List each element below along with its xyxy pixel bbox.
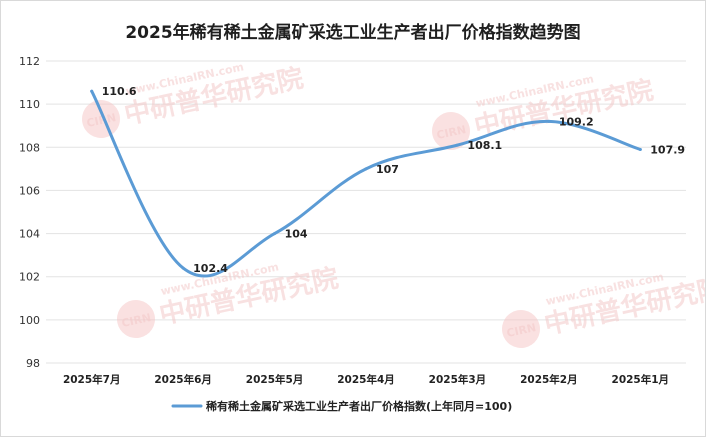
y-tick-label: 100 [19, 314, 40, 327]
data-labels: 110.6 102.4 104 107 108.1 109.2 107.9 [102, 85, 685, 275]
y-tick-label: 104 [19, 228, 40, 241]
data-label: 109.2 [559, 115, 594, 128]
data-label: 110.6 [102, 85, 137, 98]
y-tick-label: 98 [26, 357, 40, 370]
y-tick-label: 108 [19, 141, 40, 154]
data-point [90, 89, 94, 93]
series-layer [90, 89, 642, 278]
watermark-logo-icon [117, 300, 155, 338]
data-label: 104 [285, 228, 308, 241]
legend-label: 稀有稀土金属矿采选工业生产者出厂价格指数(上年同月=100) [206, 399, 512, 413]
y-tick-label: 106 [19, 184, 40, 197]
y-tick-label: 112 [19, 55, 40, 68]
x-tick-label: 2025年6月 [154, 373, 212, 386]
x-tick-label: 2025年4月 [337, 373, 395, 386]
data-label: 107 [376, 163, 399, 176]
x-tick-label: 2025年1月 [612, 373, 670, 386]
data-label: 108.1 [467, 139, 502, 152]
watermark-logo-text: CIRN [85, 111, 117, 130]
data-label: 102.4 [193, 262, 228, 275]
y-tick-label: 102 [19, 271, 40, 284]
x-tick-label: 2025年7月 [63, 373, 121, 386]
data-point [638, 147, 642, 151]
chart-title: 2025年稀有稀土金属矿采选工业生产者出厂价格指数趋势图 [125, 22, 580, 43]
watermark-logo-icon [82, 100, 120, 138]
data-point [364, 167, 368, 171]
x-axis-ticks: 2025年7月 2025年6月 2025年5月 2025年4月 2025年3月 2025年… [63, 373, 669, 386]
y-tick-label: 110 [19, 98, 40, 111]
data-point [273, 232, 277, 236]
data-point [181, 266, 185, 270]
x-tick-label: 2025年2月 [520, 373, 578, 386]
legend: 稀有稀土金属矿采选工业生产者出厂价格指数(上年同月=100) [171, 399, 512, 413]
data-point [547, 119, 551, 123]
data-label: 107.9 [650, 143, 685, 156]
watermark-logo-text: CIRN [120, 311, 152, 330]
x-tick-label: 2025年5月 [246, 373, 304, 386]
watermark-logo-text: CIRN [435, 123, 467, 142]
watermark-logo-icon [432, 112, 470, 150]
x-tick-label: 2025年3月 [429, 373, 487, 386]
watermark-logo-text: CIRN [505, 321, 537, 340]
data-point [455, 143, 459, 147]
series-line [90, 89, 642, 278]
watermark-logo-icon [502, 310, 540, 348]
y-axis-ticks: 98 100 102 104 106 108 110 112 [19, 55, 40, 370]
